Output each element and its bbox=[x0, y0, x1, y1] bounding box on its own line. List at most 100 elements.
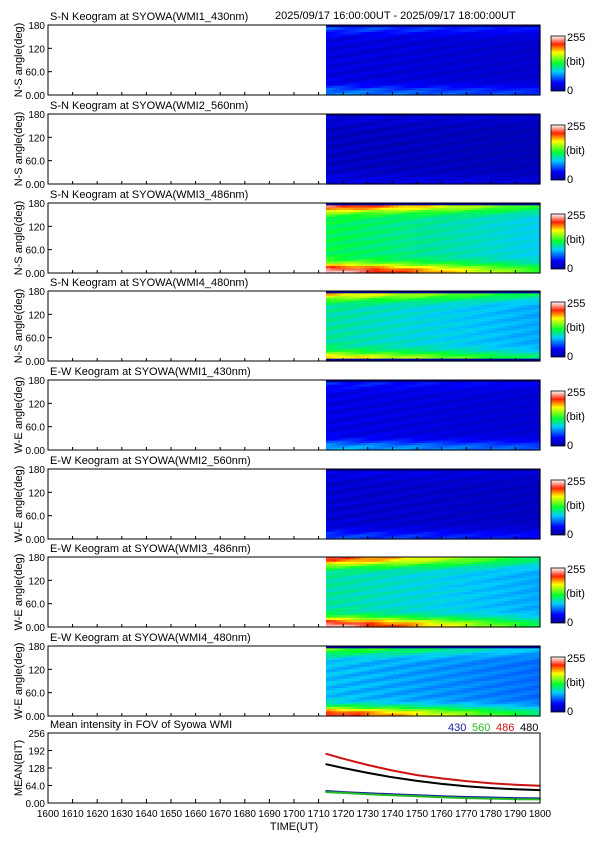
heatmap-cell bbox=[374, 55, 381, 59]
heatmap-cell bbox=[496, 146, 502, 150]
heatmap-cell bbox=[408, 137, 415, 141]
heatmap-cell bbox=[413, 181, 419, 185]
heatmap-cell bbox=[442, 291, 449, 294]
heatmap-cell bbox=[340, 29, 347, 33]
heatmap-cell bbox=[408, 92, 415, 96]
heatmap-cell bbox=[394, 69, 400, 73]
heatmap-cell bbox=[452, 32, 458, 35]
heatmap-cell bbox=[428, 64, 434, 68]
heatmap-cell bbox=[379, 81, 385, 84]
heatmap-cell bbox=[530, 48, 536, 52]
heatmap-cell bbox=[389, 259, 395, 262]
heatmap-cell bbox=[384, 293, 390, 297]
heatmap-cell bbox=[360, 36, 366, 40]
heatmap-cell bbox=[325, 228, 332, 232]
heatmap-cell bbox=[403, 298, 410, 301]
heatmap-cell bbox=[505, 228, 512, 232]
heatmap-cell bbox=[452, 81, 458, 84]
heatmap-cell bbox=[530, 170, 536, 173]
heatmap-cell bbox=[374, 170, 381, 173]
heatmap-cell bbox=[510, 67, 517, 70]
heatmap-cell bbox=[452, 217, 458, 220]
heatmap-cell bbox=[457, 90, 463, 94]
heatmap-cell bbox=[379, 212, 385, 216]
heatmap-cell bbox=[525, 259, 531, 262]
heatmap-cell bbox=[471, 252, 478, 255]
heatmap-cell bbox=[369, 163, 376, 166]
heatmap-cell bbox=[476, 219, 483, 223]
heatmap-cell bbox=[418, 238, 424, 241]
heatmap-cell bbox=[491, 114, 497, 117]
heatmap-cell bbox=[413, 71, 419, 75]
heatmap-cell bbox=[457, 203, 463, 206]
heatmap-cell bbox=[457, 245, 463, 248]
heatmap-cell bbox=[467, 233, 473, 237]
heatmap-cell bbox=[501, 55, 507, 59]
heatmap-cell bbox=[360, 118, 366, 122]
heatmap-cell bbox=[467, 156, 473, 159]
heatmap-cell bbox=[515, 245, 522, 248]
heatmap-cell bbox=[384, 270, 390, 274]
heatmap-cell bbox=[384, 240, 390, 244]
heatmap-cell bbox=[403, 245, 410, 248]
heatmap-cell bbox=[520, 90, 526, 94]
heatmap-cell bbox=[457, 71, 463, 75]
heatmap-cell bbox=[432, 149, 439, 152]
heatmap-cell bbox=[428, 46, 434, 49]
heatmap-cell bbox=[447, 291, 454, 294]
heatmap-cell bbox=[369, 39, 376, 42]
heatmap-cell bbox=[486, 261, 492, 265]
y-tick-label: 60.0 bbox=[26, 157, 46, 168]
heatmap-cell bbox=[520, 300, 526, 304]
heatmap-cell bbox=[398, 32, 405, 35]
heatmap-cell bbox=[379, 64, 385, 68]
heatmap-cell bbox=[481, 137, 488, 141]
heatmap-cell bbox=[437, 174, 444, 178]
heatmap-cell bbox=[394, 158, 400, 162]
heatmap-cell bbox=[389, 268, 395, 272]
heatmap-cell bbox=[345, 92, 351, 96]
heatmap-cell bbox=[520, 207, 526, 211]
heatmap-cell bbox=[350, 172, 356, 176]
heatmap-cell bbox=[491, 247, 497, 251]
heatmap-cell bbox=[520, 238, 526, 241]
heatmap-cell bbox=[462, 34, 468, 38]
heatmap-cell bbox=[467, 160, 473, 164]
heatmap-cell bbox=[452, 165, 458, 169]
heatmap-cell bbox=[384, 247, 390, 251]
heatmap-cell bbox=[330, 293, 337, 297]
heatmap-cell bbox=[432, 81, 439, 84]
heatmap-cell bbox=[335, 207, 342, 211]
heatmap-cell bbox=[369, 298, 376, 301]
heatmap-cell bbox=[520, 219, 526, 223]
heatmap-cell bbox=[535, 25, 541, 28]
heatmap-cell bbox=[413, 238, 419, 241]
heatmap-cell bbox=[428, 57, 434, 61]
heatmap-cell bbox=[535, 130, 541, 134]
heatmap-cell bbox=[418, 291, 424, 294]
heatmap-cell bbox=[452, 90, 458, 94]
heatmap-cell bbox=[535, 146, 541, 150]
heatmap-cell bbox=[325, 207, 332, 211]
heatmap-cell bbox=[403, 62, 410, 66]
heatmap-cell bbox=[384, 25, 390, 28]
heatmap-cell bbox=[442, 81, 449, 84]
heatmap-cell bbox=[364, 163, 371, 166]
heatmap-cell bbox=[394, 137, 400, 141]
heatmap-cell bbox=[379, 144, 385, 148]
heatmap-cell bbox=[432, 177, 439, 180]
heatmap-cell bbox=[384, 158, 390, 162]
heatmap-cell bbox=[413, 291, 419, 294]
heatmap-cell bbox=[335, 46, 342, 49]
heatmap-cell bbox=[481, 165, 488, 169]
heatmap-cell bbox=[432, 160, 439, 164]
heatmap-cell bbox=[408, 78, 415, 82]
heatmap-cell bbox=[457, 256, 463, 260]
heatmap-cell bbox=[452, 247, 458, 251]
heatmap-cell bbox=[325, 144, 332, 148]
heatmap-cell bbox=[379, 252, 385, 255]
heatmap-cell bbox=[413, 174, 419, 178]
heatmap-cell bbox=[462, 43, 468, 47]
heatmap-cell bbox=[335, 217, 342, 220]
